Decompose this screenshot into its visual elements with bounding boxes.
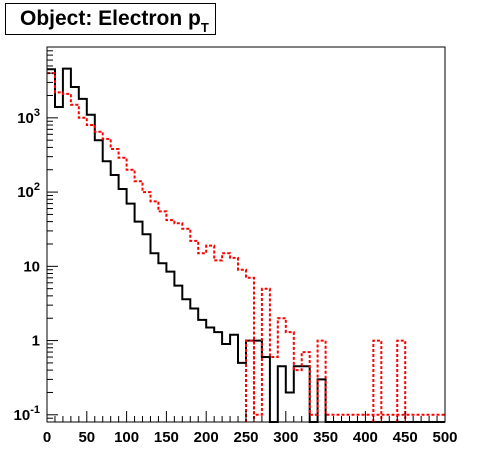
x-tick-label: 500	[432, 429, 457, 446]
x-tick-label: 0	[43, 429, 51, 446]
chart-title-box: Object: Electron pT	[5, 3, 216, 35]
series-layer	[47, 67, 445, 423]
y-tick-label: 103	[17, 107, 40, 127]
x-tick-label: 200	[194, 429, 219, 446]
chart-title-text: Object: Electron p	[20, 7, 201, 30]
x-tick-label: 250	[233, 429, 258, 446]
red-spike-2	[396, 339, 407, 422]
y-tick-label: 1	[32, 333, 40, 350]
series-line-0	[47, 67, 445, 423]
x-tick-label: 350	[313, 429, 338, 446]
x-tick-label: 450	[393, 429, 418, 446]
x-tick-label: 300	[273, 429, 298, 446]
x-tick-label: 100	[114, 429, 139, 446]
y-tick-label: 102	[17, 181, 40, 201]
chart-title: Object: Electron pT	[20, 7, 209, 35]
series-line-1	[47, 72, 445, 416]
x-tick-label: 150	[154, 429, 179, 446]
red-spike-0	[245, 339, 255, 422]
axis-layer: 0 50 100 150 200 250 300 350 400 450 500 10-1 1 10 102…	[14, 46, 458, 446]
y-tick-label: 10	[23, 258, 40, 275]
y-tick-label: 10-1	[14, 404, 40, 424]
x-tick-label: 50	[78, 429, 95, 446]
chart-title-subscript: T	[200, 20, 209, 35]
x-tick-label: 400	[353, 429, 378, 446]
red-spike-1	[372, 339, 383, 422]
